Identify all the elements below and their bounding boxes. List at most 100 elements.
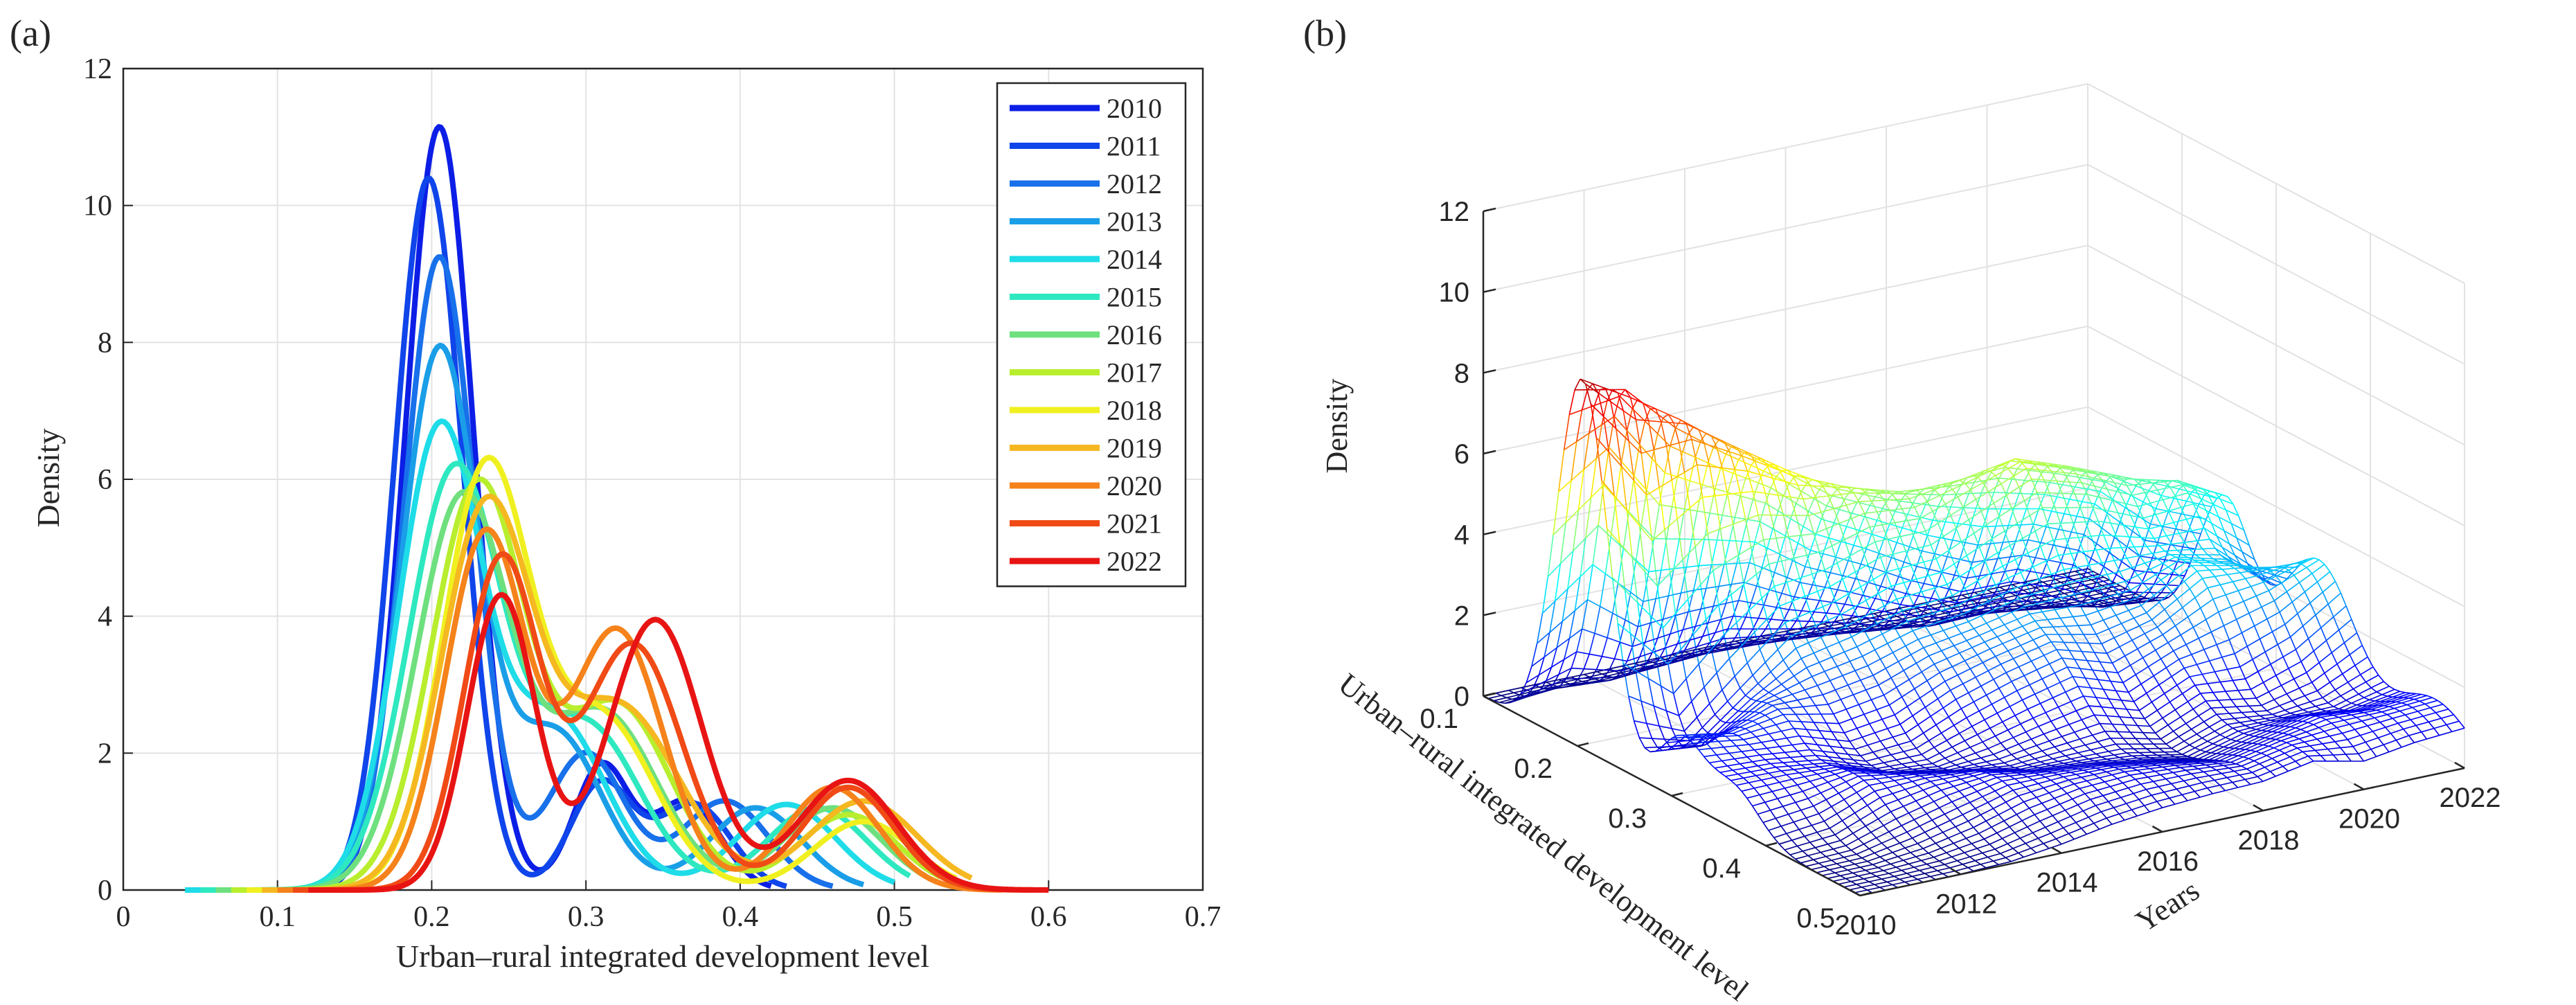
- mesh-line: [2166, 485, 2180, 490]
- mesh-line: [1739, 727, 1746, 729]
- mesh-line: [2232, 680, 2239, 691]
- mesh-line: [2072, 522, 2079, 538]
- mesh-line: [2174, 625, 2181, 636]
- mesh-line: [2124, 724, 2131, 733]
- mesh-line: [1607, 528, 1620, 544]
- mesh-line: [2102, 746, 2109, 752]
- mesh-line: [2079, 582, 2093, 589]
- mesh-line: [1656, 595, 1669, 600]
- mesh-line: [1732, 770, 1739, 775]
- mesh-line: [1924, 873, 1931, 878]
- mesh-line: [2271, 631, 2279, 645]
- mesh-line: [1649, 614, 1663, 629]
- mesh-line: [1684, 646, 1698, 651]
- mesh-line: [1805, 477, 1818, 481]
- mesh-line: [2088, 771, 2095, 776]
- mesh-line: [1751, 539, 1764, 548]
- mesh-line: [1585, 383, 1599, 393]
- mesh-line: [1671, 643, 1679, 655]
- mesh-line: [2147, 776, 2154, 782]
- mesh-line: [2194, 747, 2201, 751]
- mesh-line: [2315, 614, 2322, 628]
- mesh-line: [1953, 645, 1960, 654]
- mesh-line: [1746, 641, 1759, 645]
- mesh-line: [1795, 761, 1802, 766]
- mesh-line: [1924, 582, 1937, 587]
- mesh-line: [2114, 537, 2128, 548]
- mesh-line: [1951, 856, 1958, 862]
- mesh-line: [1845, 878, 1852, 882]
- mesh-line: [2395, 740, 2402, 748]
- mesh-line: [1762, 641, 1775, 644]
- mesh-line: [2170, 487, 2176, 497]
- mesh-line: [1807, 642, 1815, 654]
- mesh-line: [2208, 660, 2216, 673]
- mesh-line: [2031, 585, 2038, 595]
- mesh-line: [1965, 542, 1978, 546]
- mesh-line: [1872, 864, 1879, 869]
- mesh-line: [2180, 634, 2187, 645]
- mesh-line: [2225, 691, 2232, 700]
- mesh-line: [1789, 707, 1796, 715]
- mesh-line: [2155, 514, 2162, 526]
- mesh-line: [1966, 546, 1980, 556]
- mesh-line: [1983, 603, 1996, 607]
- mesh-line: [2190, 773, 2197, 779]
- mesh-line: [2043, 479, 2057, 482]
- mesh-line: [2246, 768, 2253, 773]
- mesh-line: [1510, 697, 1523, 704]
- mesh-line: [1911, 580, 1924, 585]
- mesh-line: [2086, 660, 2093, 670]
- mesh-line: [2404, 714, 2411, 720]
- mesh-line: [1735, 469, 1748, 472]
- mesh-line: [2051, 593, 2065, 597]
- mesh-line: [1886, 847, 1893, 853]
- mesh-line: [1868, 582, 1881, 587]
- mesh-line: [2024, 479, 2037, 482]
- mesh-line: [1894, 875, 1900, 880]
- mesh-line: [2162, 499, 2169, 512]
- mesh-line: [1701, 497, 1708, 534]
- mesh-line: [2066, 547, 2079, 551]
- mesh-line: [1812, 584, 1825, 588]
- mesh-line: [2091, 734, 2099, 742]
- mesh-line: [1754, 521, 1761, 542]
- series-line-2020: [277, 526, 1003, 893]
- mesh-line: [2183, 780, 2190, 787]
- mesh-line: [1787, 814, 1794, 823]
- mesh-line: [1919, 870, 1925, 874]
- mesh-line: [1852, 625, 1865, 629]
- mesh-line: [1776, 638, 1789, 641]
- mesh-line: [1607, 389, 1613, 402]
- mesh-line: [1809, 606, 1823, 613]
- mesh-line: [1912, 533, 1919, 549]
- mesh-line: [1755, 736, 1762, 743]
- mesh-line: [1825, 528, 1833, 546]
- mesh-line: [2093, 774, 2100, 779]
- mesh-line: [1685, 423, 1699, 431]
- mesh-line: [1744, 643, 1757, 648]
- mesh-line: [1912, 781, 1918, 786]
- mesh-line: [1814, 498, 1827, 507]
- y-tick-label: 10: [83, 190, 112, 222]
- mesh-line: [2221, 569, 2228, 576]
- mesh-line: [2351, 702, 2357, 706]
- mesh-line: [1673, 422, 1687, 425]
- mesh-line: [1631, 557, 1638, 603]
- mesh-line: [1716, 447, 1723, 468]
- mesh-line: [1946, 740, 1953, 748]
- mesh-line: [2021, 625, 2029, 634]
- mesh-line: [2184, 483, 2198, 488]
- mesh-line: [1721, 467, 1735, 470]
- mesh-line: [2343, 642, 2350, 655]
- mesh-line: [1635, 670, 1642, 702]
- mesh-line: [1856, 792, 1863, 799]
- mesh-line: [1885, 571, 1892, 587]
- mesh-line: [2361, 720, 2368, 727]
- mesh-line: [2045, 560, 2052, 575]
- mesh-line: [1883, 825, 1890, 833]
- mesh-line: [2019, 480, 2025, 494]
- mesh-line: [1829, 828, 1836, 835]
- mesh-line: [2031, 481, 2038, 495]
- mesh-line: [1823, 486, 1836, 488]
